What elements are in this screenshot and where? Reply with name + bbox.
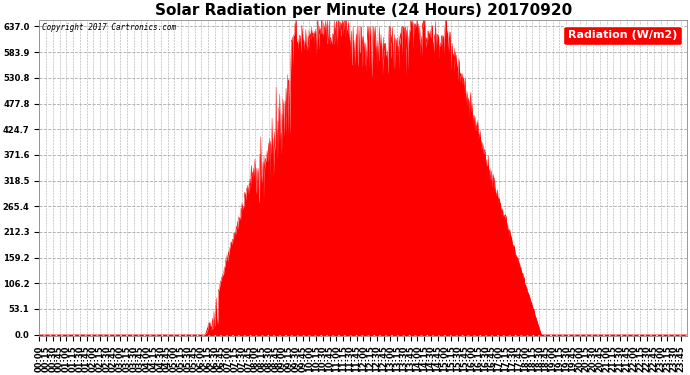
Legend: Radiation (W/m2): Radiation (W/m2)	[564, 26, 682, 45]
Title: Solar Radiation per Minute (24 Hours) 20170920: Solar Radiation per Minute (24 Hours) 20…	[155, 3, 572, 18]
Text: Copyright 2017 Cartronics.com: Copyright 2017 Cartronics.com	[43, 24, 177, 33]
